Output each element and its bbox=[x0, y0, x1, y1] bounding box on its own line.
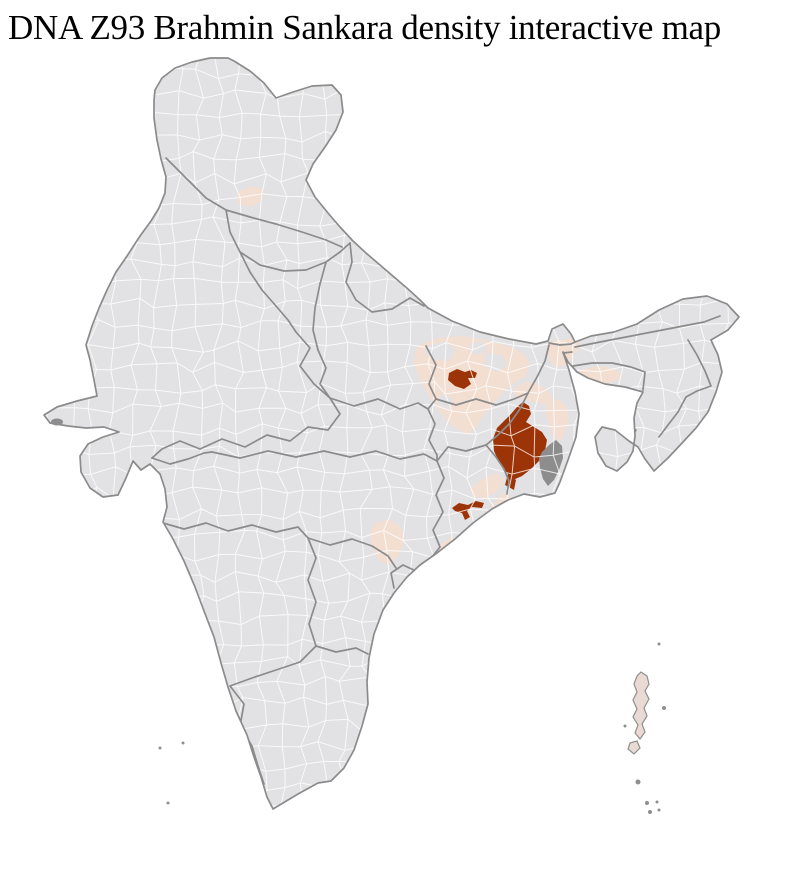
state-border bbox=[307, 537, 317, 647]
lakshadweep-islands[interactable] bbox=[158, 741, 185, 805]
island-dot bbox=[655, 800, 659, 804]
state-border bbox=[562, 351, 573, 354]
high-density-regions bbox=[448, 369, 547, 520]
state-border bbox=[390, 564, 417, 589]
island-dot bbox=[166, 801, 170, 805]
state-borders bbox=[151, 157, 721, 785]
andaman-nicobar-islands[interactable] bbox=[623, 642, 667, 815]
state-border bbox=[485, 444, 510, 495]
andaman-small-island[interactable] bbox=[627, 740, 641, 755]
island-dot bbox=[657, 808, 661, 812]
state-border bbox=[151, 451, 213, 465]
region-bihar-district[interactable] bbox=[448, 369, 477, 389]
state-border bbox=[345, 242, 425, 313]
state-border bbox=[572, 362, 646, 391]
island-dot bbox=[623, 724, 627, 728]
state-border bbox=[425, 345, 437, 410]
state-border bbox=[485, 392, 529, 446]
state-border bbox=[435, 392, 529, 406]
state-border bbox=[151, 331, 341, 459]
state-border bbox=[165, 157, 343, 248]
state-border bbox=[329, 397, 429, 410]
state-border bbox=[317, 349, 331, 399]
region-nadia-border-strip[interactable] bbox=[545, 399, 569, 442]
island-dot bbox=[648, 810, 652, 814]
state-border bbox=[658, 339, 712, 438]
kutch-island bbox=[51, 418, 63, 426]
state-border bbox=[436, 444, 487, 462]
state-border bbox=[239, 251, 297, 333]
island-dot bbox=[645, 801, 649, 805]
state-border bbox=[312, 261, 327, 351]
state-border bbox=[527, 344, 550, 394]
region-odisha-cuttack-district[interactable] bbox=[452, 501, 484, 520]
region-west-bengal-north[interactable] bbox=[513, 382, 553, 405]
state-border bbox=[307, 537, 397, 569]
state-border bbox=[225, 209, 351, 272]
island-dot bbox=[657, 642, 661, 646]
region-odisha-inland[interactable] bbox=[370, 519, 405, 566]
state-border bbox=[229, 645, 317, 687]
island-dot bbox=[181, 741, 185, 745]
neutral-patch bbox=[470, 341, 488, 355]
region-sundarbans-delta[interactable] bbox=[539, 440, 563, 486]
andaman-main-island[interactable] bbox=[632, 671, 650, 740]
island-dot bbox=[158, 746, 162, 750]
state-border bbox=[162, 522, 309, 539]
island-dot bbox=[662, 706, 666, 710]
page-title: DNA Z93 Brahmin Sankara density interact… bbox=[8, 8, 721, 47]
state-border bbox=[548, 341, 576, 346]
region-west-bengal-cluster[interactable] bbox=[493, 402, 547, 480]
state-border bbox=[574, 315, 721, 348]
region-himachal-district[interactable] bbox=[237, 186, 264, 207]
state-border bbox=[211, 450, 438, 462]
state-border bbox=[427, 408, 438, 462]
state-border bbox=[315, 645, 369, 655]
island-dot bbox=[635, 779, 641, 785]
